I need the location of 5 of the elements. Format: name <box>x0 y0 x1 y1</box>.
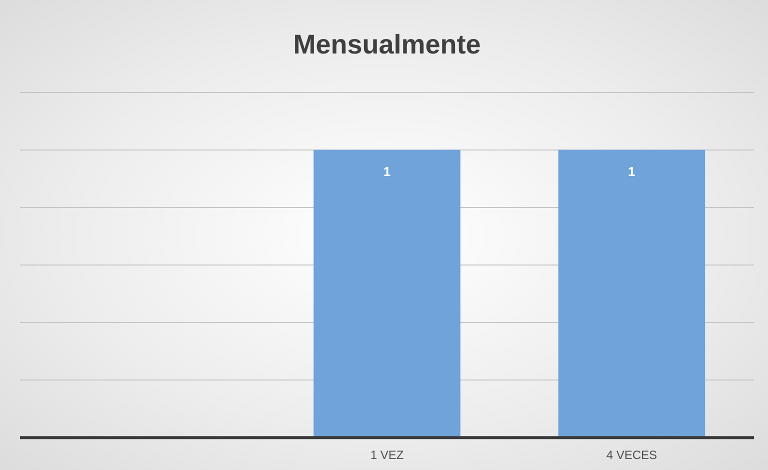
x-tick-label: 1 VEZ <box>370 448 404 462</box>
data-label: 1 <box>383 164 391 180</box>
data-label: 1 <box>628 164 636 180</box>
x-tick-label: 4 VECES <box>606 448 658 462</box>
chart-title: Mensualmente <box>293 30 481 60</box>
